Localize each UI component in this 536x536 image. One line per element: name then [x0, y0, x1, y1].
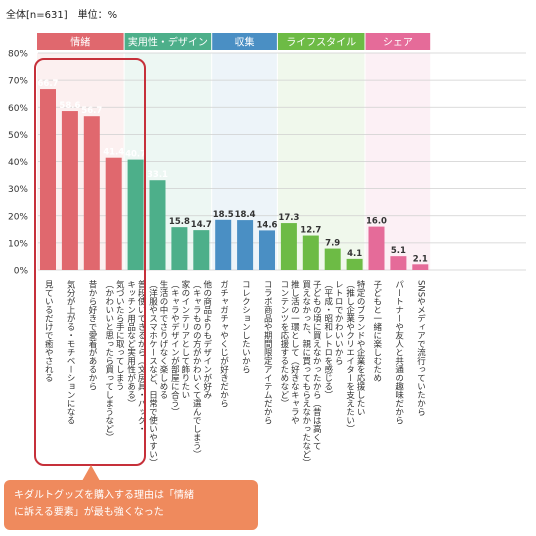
- category-label: パートナーや友人と共通の趣味だから: [393, 280, 404, 425]
- category-label: ガチャガチャやくじが好きだから: [218, 280, 229, 408]
- bar-value-label: 18.5: [213, 210, 234, 220]
- callout-pointer: [82, 465, 100, 481]
- category-label: 見ているだけで癒やされる: [43, 280, 54, 382]
- category-label: 子どもの頃に買えなかったから（昔は高くて 買えなかった、親に買ってもらえなかった…: [300, 280, 322, 467]
- y-tick-label: 0%: [14, 267, 29, 277]
- category-label: 気づいたら手に取ってしまう （かわいいと思ったら買ってしまうなど）: [103, 280, 125, 442]
- y-tick-label: 80%: [8, 50, 28, 60]
- bar-value-label: 7.9: [325, 239, 340, 249]
- category-label: 推し活の一環として（好きなキャラや コンテンツを応援するためなど）: [278, 280, 300, 425]
- category-label: 普段使いできるから（文房具・バッグ・ キッチン用品など実用性がある）: [125, 280, 147, 433]
- callout-line-2: に訴える要素」が最も強くなった: [14, 507, 164, 518]
- bar-value-label: 16.0: [366, 217, 387, 227]
- bar-value-label: 14.6: [257, 220, 278, 230]
- category-label: SNSやメディアで流行っていたから: [415, 280, 426, 417]
- bar: [280, 223, 297, 270]
- emotion-highlight-box: [34, 58, 146, 466]
- bar-value-label: 2.1: [413, 254, 428, 264]
- category-label: 特定のブランドや企業を応援したい （推し企業やクリエイターを支えたい）: [344, 280, 366, 433]
- category-label: レトロでかわいいから （平成・昭和レトロを感じる）: [322, 280, 344, 399]
- callout-line-1: キダルトグッズを購入する理由は「情緒: [14, 490, 194, 501]
- bar: [83, 116, 100, 270]
- bar-value-label: 15.8: [169, 217, 190, 227]
- group-header-4: [365, 33, 431, 50]
- y-tick-label: 50%: [8, 131, 28, 141]
- group-header-label-1: 実用性・デザイン: [128, 36, 208, 49]
- bar: [40, 89, 56, 270]
- group-header-label-4: シェア: [383, 38, 413, 49]
- bar-value-label: 4.1: [347, 249, 362, 259]
- y-tick-label: 10%: [8, 239, 28, 249]
- bar: [61, 111, 78, 270]
- y-tick-label: 60%: [8, 104, 28, 114]
- bar: [368, 226, 385, 270]
- bar: [237, 220, 254, 270]
- bar-value-label: 12.7: [300, 226, 321, 236]
- bar-value-label: 17.3: [278, 213, 299, 223]
- bar-value-label: 40.7: [125, 150, 146, 160]
- y-tick-label: 70%: [8, 77, 28, 87]
- group-header-label-0: 情緒: [70, 36, 90, 49]
- category-label: コレクションしたいから: [240, 280, 251, 374]
- bar-value-label: 18.4: [235, 210, 256, 220]
- category-label: コラボ商品や期間限定アイテムだから: [262, 280, 273, 425]
- bar: [149, 180, 166, 270]
- bar: [215, 219, 232, 270]
- y-tick-label: 20%: [8, 212, 28, 222]
- group-header-label-3: ライフスタイル: [286, 37, 356, 49]
- bar: [259, 230, 275, 270]
- bar-value-label: 56.7: [81, 106, 102, 116]
- bar: [412, 264, 429, 270]
- y-tick-label: 30%: [8, 185, 28, 195]
- callout-box: キダルトグッズを購入する理由は「情緒 に訴える要素」が最も強くなった: [4, 480, 258, 530]
- bar: [193, 230, 210, 270]
- bar-value-label: 66.7: [38, 79, 59, 89]
- category-label: 気分が上がる・モチベーションになる: [65, 280, 76, 425]
- bar-value-label: 58.6: [59, 101, 80, 111]
- y-tick-label: 40%: [8, 158, 28, 168]
- group-header-1: [124, 33, 212, 50]
- bar-value-label: 5.1: [391, 246, 406, 256]
- category-label: 昔から好きで愛着があるから: [87, 280, 98, 391]
- bar-value-label: 33.1: [147, 170, 168, 180]
- bar-value-label: 14.7: [191, 220, 212, 230]
- category-label: 他の商品よりもデザインが好み （キャラものの方がかわいくて選んでしまう）: [191, 280, 212, 459]
- category-label: 生活の中でさりげなく楽しめる （洋服やスマホケースなど、日常で使いやすい）: [147, 280, 169, 467]
- bar-value-label: 41.4: [103, 148, 124, 158]
- bar: [324, 248, 341, 270]
- bar: [127, 159, 144, 270]
- bar: [302, 235, 319, 270]
- chart-note: 全体[n=631] 単位：%: [6, 10, 118, 21]
- category-label: 子どもと一緒に楽しむため: [371, 280, 382, 382]
- bar: [346, 258, 363, 270]
- group-header-0: [37, 33, 124, 50]
- group-header-3: [277, 33, 365, 50]
- bar-chart: 情緒 実用性・デザイン 収集 ライフスタイル シェア 0% 10% 20% 30% 40% 50% 6…: [8, 33, 526, 277]
- category-label: 家のインテリアとして飾りたい （キャラやデザインが部屋に合う）: [169, 280, 190, 416]
- bar: [390, 256, 407, 270]
- group-header-label-2: 収集: [235, 36, 255, 49]
- bar: [105, 157, 122, 270]
- group-header-2: [212, 33, 277, 50]
- bar: [171, 227, 188, 270]
